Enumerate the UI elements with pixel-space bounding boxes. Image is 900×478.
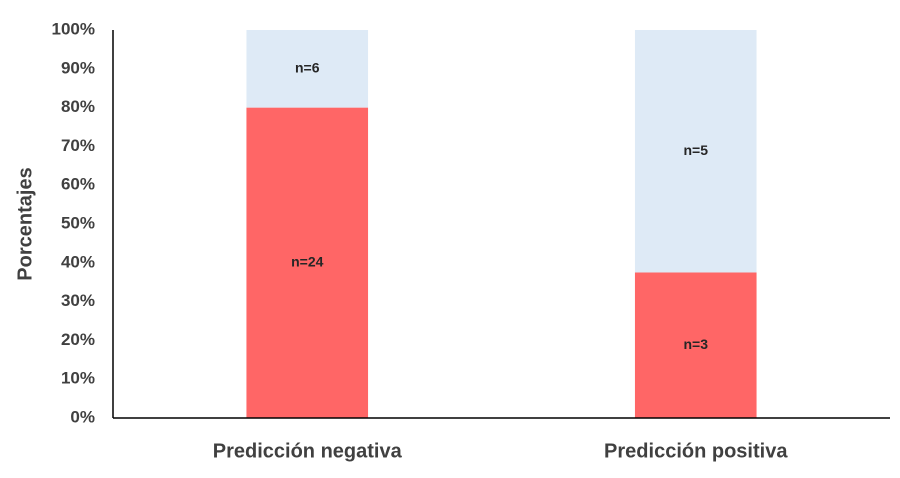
x-tick-label: Predicción negativa <box>213 440 403 462</box>
y-tick-label: 70% <box>61 136 95 155</box>
y-tick-label: 0% <box>70 407 95 426</box>
y-tick-label: 10% <box>61 369 95 388</box>
y-tick-label: 40% <box>61 252 95 271</box>
y-axis-label: Porcentajes <box>14 167 36 280</box>
value-label: n=6 <box>295 60 320 76</box>
y-tick-label: 100% <box>52 19 95 38</box>
bar-segment <box>634 272 757 418</box>
bar-segment <box>634 30 757 273</box>
y-tick-label: 90% <box>61 58 95 77</box>
bar-segment <box>246 107 369 418</box>
y-tick-label: 60% <box>61 175 95 194</box>
y-tick-label: 80% <box>61 97 95 116</box>
y-tick-label: 50% <box>61 213 95 232</box>
value-label: n=5 <box>683 142 708 158</box>
bar-segment <box>246 30 369 108</box>
value-label: n=24 <box>291 254 324 270</box>
y-tick-label: 20% <box>61 330 95 349</box>
value-label: n=3 <box>683 336 708 352</box>
y-tick-label: 30% <box>61 291 95 310</box>
x-tick-label: Predicción positiva <box>604 440 788 462</box>
